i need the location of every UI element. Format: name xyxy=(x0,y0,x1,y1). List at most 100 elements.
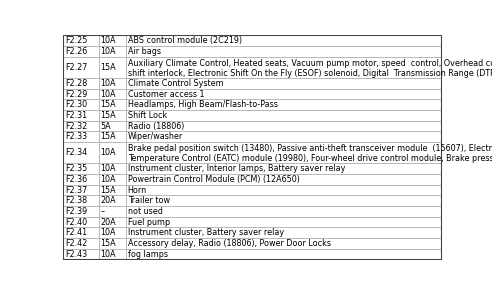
Text: 10A: 10A xyxy=(100,148,116,157)
Text: 10A: 10A xyxy=(100,90,116,99)
Bar xyxy=(126,185,441,195)
Bar xyxy=(63,131,99,142)
Bar xyxy=(63,227,99,238)
Text: 10A: 10A xyxy=(100,228,116,237)
Text: F2.42: F2.42 xyxy=(65,239,87,248)
Text: F2.29: F2.29 xyxy=(65,90,87,99)
Bar xyxy=(63,217,99,227)
Text: F2.40: F2.40 xyxy=(65,218,87,227)
Text: F2.32: F2.32 xyxy=(65,122,87,131)
Text: Headlamps, High Beam/Flash-to-Pass: Headlamps, High Beam/Flash-to-Pass xyxy=(127,100,277,109)
Bar xyxy=(99,46,126,57)
Text: fog lamps: fog lamps xyxy=(127,250,168,259)
Text: 10A: 10A xyxy=(100,47,116,56)
Bar xyxy=(63,57,99,78)
Text: F2.26: F2.26 xyxy=(65,47,87,56)
Text: Customer access 1: Customer access 1 xyxy=(127,90,204,99)
Bar xyxy=(63,185,99,195)
Text: F2.36: F2.36 xyxy=(65,175,87,184)
Bar xyxy=(126,46,441,57)
Bar xyxy=(63,206,99,217)
Text: Instrument cluster, Battery saver relay: Instrument cluster, Battery saver relay xyxy=(127,228,284,237)
Bar xyxy=(126,217,441,227)
Bar xyxy=(126,131,441,142)
Text: F2.31: F2.31 xyxy=(65,111,87,120)
Bar xyxy=(63,164,99,174)
Bar xyxy=(126,227,441,238)
Text: F2.39: F2.39 xyxy=(65,207,87,216)
Bar xyxy=(126,206,441,217)
Bar xyxy=(126,36,441,46)
Text: F2.30: F2.30 xyxy=(65,100,87,109)
Text: Shift Lock: Shift Lock xyxy=(127,111,167,120)
Bar xyxy=(126,100,441,110)
Text: F2.34: F2.34 xyxy=(65,148,87,157)
Text: F2.43: F2.43 xyxy=(65,250,87,259)
Text: Radio (18806): Radio (18806) xyxy=(127,122,184,131)
Bar xyxy=(63,249,99,259)
Bar xyxy=(63,142,99,164)
Bar xyxy=(99,57,126,78)
Text: Accessory delay, Radio (18806), Power Door Locks: Accessory delay, Radio (18806), Power Do… xyxy=(127,239,331,248)
Text: Horn: Horn xyxy=(127,186,147,194)
Bar xyxy=(99,121,126,131)
Bar xyxy=(99,78,126,89)
Text: 15A: 15A xyxy=(100,132,116,141)
Text: F2.37: F2.37 xyxy=(65,186,87,194)
Text: 20A: 20A xyxy=(100,196,116,205)
Bar xyxy=(63,121,99,131)
Bar xyxy=(99,217,126,227)
Text: 15A: 15A xyxy=(100,63,116,72)
Bar xyxy=(126,249,441,259)
Text: 15A: 15A xyxy=(100,111,116,120)
Bar xyxy=(99,131,126,142)
Text: 20A: 20A xyxy=(100,218,116,227)
Bar xyxy=(126,110,441,121)
Bar xyxy=(126,238,441,249)
Text: Temperature Control (EATC) module (19980), Four-wheel drive control module, Brak: Temperature Control (EATC) module (19980… xyxy=(127,154,492,163)
Bar xyxy=(126,78,441,89)
Text: Auxiliary Climate Control, Heated seats, Vacuum pump motor, speed  control, Over: Auxiliary Climate Control, Heated seats,… xyxy=(127,59,492,68)
Text: 10A: 10A xyxy=(100,36,116,45)
Bar xyxy=(63,78,99,89)
Bar xyxy=(63,195,99,206)
Text: Wiper/washer: Wiper/washer xyxy=(127,132,183,141)
Bar xyxy=(63,174,99,185)
Text: 5A: 5A xyxy=(100,122,111,131)
Bar xyxy=(99,227,126,238)
Text: –: – xyxy=(100,207,104,216)
Text: F2.27: F2.27 xyxy=(65,63,87,72)
Text: 10A: 10A xyxy=(100,250,116,259)
Text: F2.35: F2.35 xyxy=(65,164,87,173)
Text: Air bags: Air bags xyxy=(127,47,160,56)
Bar xyxy=(99,164,126,174)
Bar xyxy=(63,100,99,110)
Text: Fuel pump: Fuel pump xyxy=(127,218,170,227)
Text: shift interlock, Electronic Shift On the Fly (ESOF) solenoid, Digital  Transmiss: shift interlock, Electronic Shift On the… xyxy=(127,69,492,78)
Text: Climate Control System: Climate Control System xyxy=(127,79,223,88)
Text: ABS control module (2C219): ABS control module (2C219) xyxy=(127,36,242,45)
Bar xyxy=(63,89,99,100)
Bar xyxy=(99,100,126,110)
Bar xyxy=(99,249,126,259)
Bar xyxy=(126,89,441,100)
Bar xyxy=(126,57,441,78)
Text: F2.25: F2.25 xyxy=(65,36,87,45)
Text: 15A: 15A xyxy=(100,239,116,248)
Bar xyxy=(126,121,441,131)
Bar xyxy=(126,164,441,174)
Bar xyxy=(99,206,126,217)
Text: 10A: 10A xyxy=(100,175,116,184)
Bar xyxy=(99,185,126,195)
Text: F2.41: F2.41 xyxy=(65,228,87,237)
Bar xyxy=(99,36,126,46)
Bar xyxy=(99,89,126,100)
Text: 15A: 15A xyxy=(100,100,116,109)
Bar xyxy=(99,195,126,206)
Bar xyxy=(126,142,441,164)
Bar xyxy=(63,46,99,57)
Bar xyxy=(99,238,126,249)
Bar xyxy=(63,36,99,46)
Bar xyxy=(63,110,99,121)
Text: Trailer tow: Trailer tow xyxy=(127,196,170,205)
